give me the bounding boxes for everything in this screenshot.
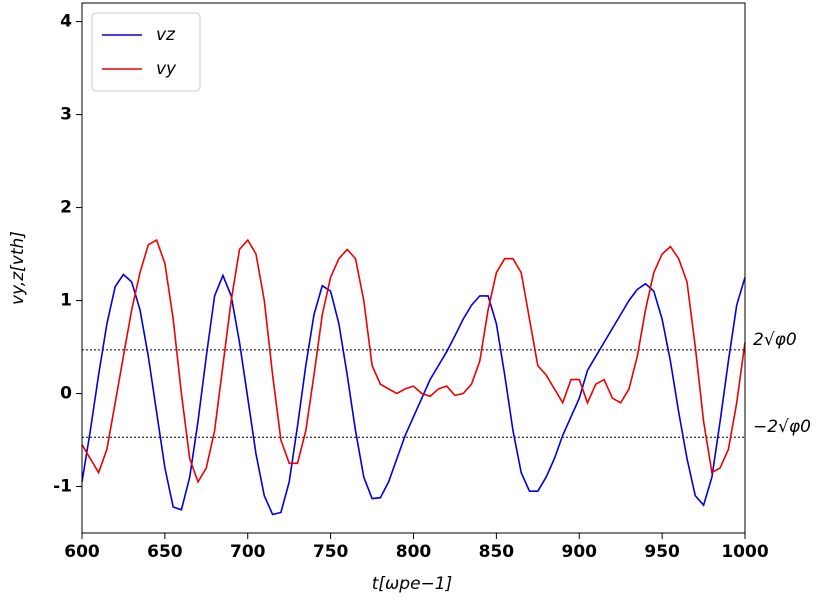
x-tick-label: 850	[479, 542, 515, 562]
x-tick-label: 1000	[721, 542, 768, 562]
legend-box	[91, 12, 201, 92]
reference-label: −2√φ0	[753, 417, 811, 437]
y-tick-label: -1	[53, 477, 72, 497]
y-tick-label: 3	[60, 105, 72, 125]
x-tick-label: 700	[230, 542, 266, 562]
x-tick-label: 800	[396, 542, 432, 562]
x-tick-label: 750	[313, 542, 349, 562]
x-tick-label: 650	[147, 542, 183, 562]
legend-label: vz	[156, 25, 176, 45]
plot-frame	[81, 2, 746, 534]
y-tick-label: 1	[60, 291, 72, 311]
y-tick-label: 2	[60, 198, 72, 218]
x-tick-label: 600	[64, 542, 100, 562]
data-line	[81, 238, 746, 484]
y-tick-label: 0	[60, 384, 72, 404]
reference-label: 2√φ0	[753, 330, 797, 350]
data-line	[81, 273, 746, 516]
y-tick-label: 4	[60, 12, 72, 32]
x-tick-label: 900	[562, 542, 598, 562]
x-tick-label: 950	[644, 542, 680, 562]
legend-label: vy	[156, 59, 177, 79]
y-axis-label: vy,z[vth]	[8, 231, 28, 305]
x-axis-label: t[ωpe−1]	[372, 574, 452, 594]
